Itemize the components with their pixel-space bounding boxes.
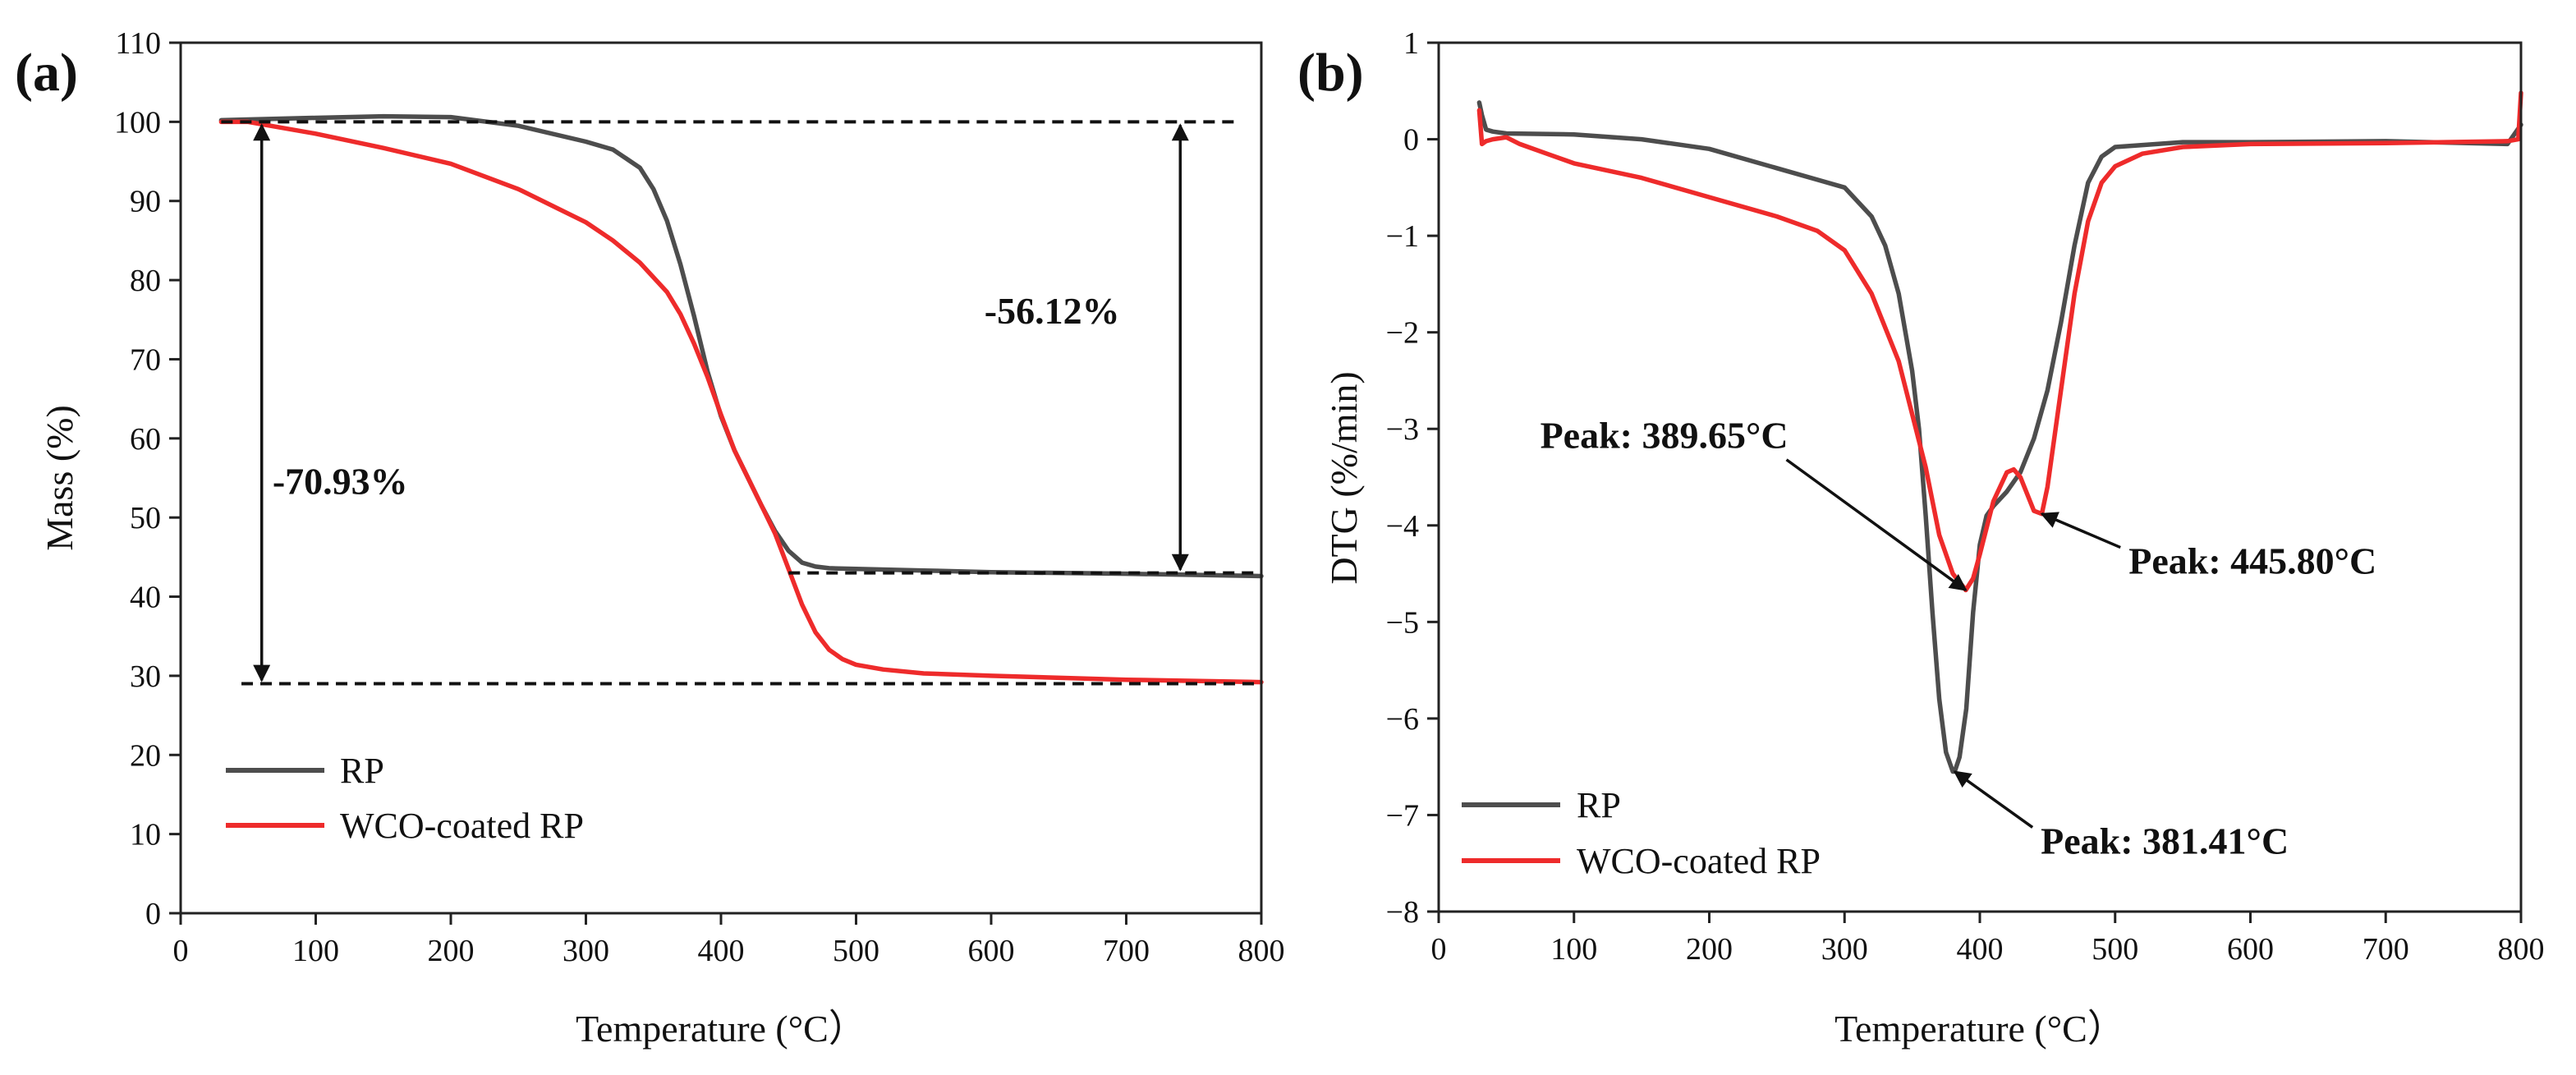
annotations: -70.93% -56.12% bbox=[273, 290, 1120, 502]
y-tick-label: 70 bbox=[130, 342, 161, 377]
y-tick-label: 50 bbox=[130, 501, 161, 535]
x-tick-label: 200 bbox=[428, 934, 475, 968]
annotation-label: -70.93% bbox=[273, 460, 408, 502]
y-tick-label: 30 bbox=[130, 659, 161, 694]
y-tick-label: 100 bbox=[114, 105, 161, 140]
plot-frame bbox=[1437, 41, 2523, 913]
x-tick-label: 0 bbox=[1431, 932, 1447, 967]
x-tick-label: 800 bbox=[2498, 932, 2545, 967]
annotation-label: Peak: 445.80°C bbox=[2128, 540, 2376, 582]
y-tick-label: 1 bbox=[1403, 26, 1419, 61]
axis-ticks: 0 100 200 300 400 500 600 700 800 0 10 20 30 40 50 60 70… bbox=[114, 26, 1285, 968]
legend: RP WCO-coated RP bbox=[1462, 785, 1821, 881]
legend-label-rp: RP bbox=[1577, 785, 1621, 825]
annotation-arrow bbox=[1785, 458, 1968, 591]
y-tick-label: −5 bbox=[1386, 605, 1419, 640]
x-tick-label: 800 bbox=[1238, 934, 1285, 968]
y-tick-label: −4 bbox=[1386, 509, 1419, 544]
y-tick-label: −2 bbox=[1386, 316, 1419, 351]
y-tick-label: 0 bbox=[145, 897, 161, 931]
legend-label-rp: RP bbox=[340, 751, 384, 791]
series-line-wco-coated-rp bbox=[218, 119, 1264, 685]
y-tick-label: −8 bbox=[1386, 895, 1419, 930]
panel-label: (a) bbox=[15, 43, 78, 103]
y-tick-label: 110 bbox=[115, 26, 161, 61]
y-tick-label: 90 bbox=[130, 185, 161, 219]
x-tick-label: 600 bbox=[2227, 932, 2274, 967]
legend-label-wco: WCO-coated RP bbox=[340, 806, 584, 846]
legend: RP WCO-coated RP bbox=[226, 751, 584, 846]
panel-label: (b) bbox=[1297, 43, 1364, 103]
annotation-arrow bbox=[1953, 770, 2034, 829]
x-tick-label: 200 bbox=[1686, 932, 1733, 967]
axis-ticks: 0 100 200 300 400 500 600 700 800 1 0 −1 −2 −3 −4 −5 −6 −… bbox=[1386, 26, 2545, 967]
x-tick-label: 500 bbox=[833, 934, 879, 968]
y-axis-title: DTG (%/min) bbox=[1323, 371, 1365, 584]
x-axis-title: Temperature (°C） bbox=[576, 1008, 866, 1050]
x-tick-label: 300 bbox=[562, 934, 609, 968]
y-tick-label: 0 bbox=[1403, 123, 1419, 158]
y-tick-label: 20 bbox=[130, 738, 161, 773]
y-tick-label: 40 bbox=[130, 581, 161, 615]
x-tick-label: 0 bbox=[173, 934, 189, 968]
x-tick-label: 100 bbox=[292, 934, 339, 968]
y-tick-label: −3 bbox=[1386, 412, 1419, 447]
y-tick-label: −7 bbox=[1386, 798, 1419, 833]
y-tick-label: 10 bbox=[130, 818, 161, 852]
annotation-arrow bbox=[2040, 512, 2121, 549]
x-tick-label: 100 bbox=[1550, 932, 1597, 967]
x-tick-label: 400 bbox=[1957, 932, 2004, 967]
annotation-label: Peak: 389.65°C bbox=[1541, 415, 1789, 457]
y-tick-label: 80 bbox=[130, 264, 161, 298]
y-tick-label: −1 bbox=[1386, 219, 1419, 254]
y-tick-label: 60 bbox=[130, 422, 161, 457]
series-line-rp bbox=[218, 113, 1264, 579]
chart-panel-b: (b) 0 100 200 300 400 500 600 700 800 1 0 −1 −2 −3 −4 −… bbox=[1297, 26, 2545, 1050]
legend-label-wco: WCO-coated RP bbox=[1577, 841, 1821, 881]
x-tick-label: 400 bbox=[698, 934, 745, 968]
x-tick-label: 700 bbox=[2362, 932, 2409, 967]
annotation-label: Peak: 381.41°C bbox=[2041, 820, 2289, 861]
reference-lines bbox=[221, 120, 1261, 686]
x-tick-label: 500 bbox=[2092, 932, 2138, 967]
x-axis-title: Temperature (°C） bbox=[1834, 1008, 2125, 1050]
x-tick-label: 700 bbox=[1103, 934, 1150, 968]
annotation-label: -56.12% bbox=[985, 290, 1120, 332]
chart-panel-a: (a) 0 100 200 300 400 500 600 700 800 0 10 20 30 40 50… bbox=[15, 26, 1285, 1050]
annotations: Peak: 389.65°C Peak: 445.80°C Peak: 381.41… bbox=[1541, 415, 2377, 862]
y-tick-label: −6 bbox=[1386, 702, 1419, 737]
x-tick-label: 600 bbox=[968, 934, 1015, 968]
series-layer bbox=[218, 113, 1264, 685]
y-axis-title: Mass (%) bbox=[39, 405, 80, 551]
series-line-wco-coated-rp bbox=[1476, 90, 2523, 593]
x-tick-label: 300 bbox=[1821, 932, 1868, 967]
